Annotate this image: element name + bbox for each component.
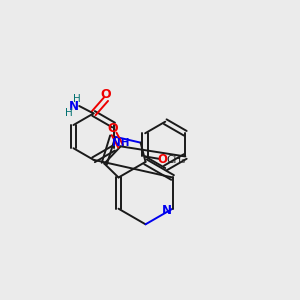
- Text: N: N: [162, 204, 172, 217]
- Text: NH: NH: [112, 138, 130, 148]
- Text: H: H: [73, 94, 81, 103]
- Text: O: O: [157, 153, 167, 166]
- Text: H: H: [65, 108, 73, 118]
- Text: N: N: [69, 100, 79, 113]
- Text: O: O: [101, 88, 111, 100]
- Text: O: O: [107, 122, 118, 135]
- Text: CH₃: CH₃: [167, 155, 186, 165]
